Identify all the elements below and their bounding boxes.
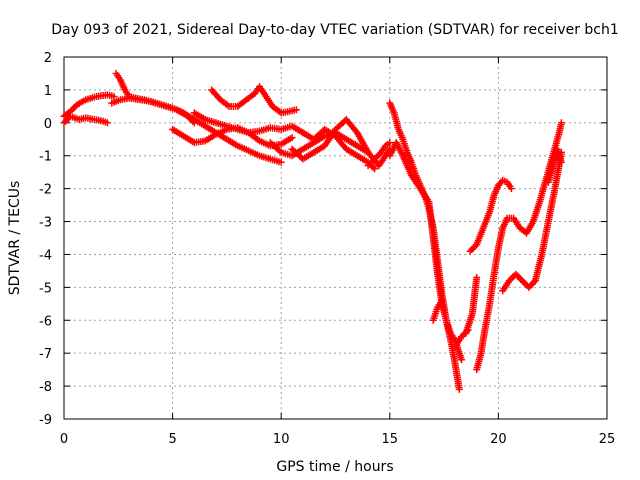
- x-tick-label: 0: [60, 432, 68, 447]
- chart-title: Day 093 of 2021, Sidereal Day-to-day VTE…: [51, 22, 619, 38]
- y-axis-label: SDTVAR / TECUs: [7, 181, 23, 296]
- x-tick-label: 20: [490, 432, 507, 447]
- data-point-markers: [208, 83, 300, 117]
- y-tick-label: 2: [44, 51, 52, 66]
- data-series: [190, 109, 307, 137]
- data-points: [60, 70, 565, 393]
- data-point-markers: [60, 91, 118, 120]
- data-point-markers: [499, 148, 565, 295]
- data-series: [60, 91, 118, 120]
- data-series: [386, 139, 465, 364]
- y-tick-label: -9: [39, 413, 52, 428]
- data-series: [473, 119, 565, 374]
- data-series: [466, 176, 515, 255]
- x-tick-label: 5: [168, 432, 176, 447]
- y-tick-label: -2: [39, 183, 52, 198]
- data-point-markers: [364, 139, 394, 170]
- data-point-markers: [190, 109, 307, 137]
- data-series: [108, 94, 285, 166]
- data-series: [364, 139, 394, 170]
- data-point-markers: [60, 112, 111, 127]
- data-series: [429, 297, 446, 324]
- data-series: [208, 83, 300, 117]
- x-axis-label: GPS time / hours: [276, 459, 393, 475]
- data-point-markers: [386, 139, 465, 364]
- x-tick-label: 10: [273, 432, 290, 447]
- data-point-markers: [429, 297, 446, 324]
- plot-frame: [63, 56, 608, 420]
- y-tick-label: -1: [39, 150, 52, 165]
- x-tick-label: 25: [599, 432, 616, 447]
- y-tick-label: 0: [44, 117, 52, 132]
- data-series: [462, 274, 481, 337]
- y-tick-label: -6: [39, 314, 52, 329]
- data-series: [60, 112, 111, 127]
- data-series: [288, 116, 394, 170]
- y-tick-label: -4: [39, 248, 52, 263]
- data-series: [544, 145, 565, 186]
- data-point-markers: [462, 274, 481, 337]
- y-tick-label: -3: [39, 216, 52, 231]
- y-tick-label: -5: [39, 281, 52, 296]
- grid: [64, 57, 607, 419]
- data-point-markers: [288, 116, 394, 170]
- data-point-markers: [544, 145, 565, 186]
- data-point-markers: [466, 176, 515, 255]
- data-point-markers: [108, 94, 285, 166]
- data-series: [499, 148, 565, 295]
- x-tick-label: 15: [382, 432, 399, 447]
- y-tick-label: -8: [39, 380, 52, 395]
- data-point-markers: [473, 119, 565, 374]
- y-tick-label: -7: [39, 347, 52, 362]
- y-tick-label: 1: [44, 84, 52, 99]
